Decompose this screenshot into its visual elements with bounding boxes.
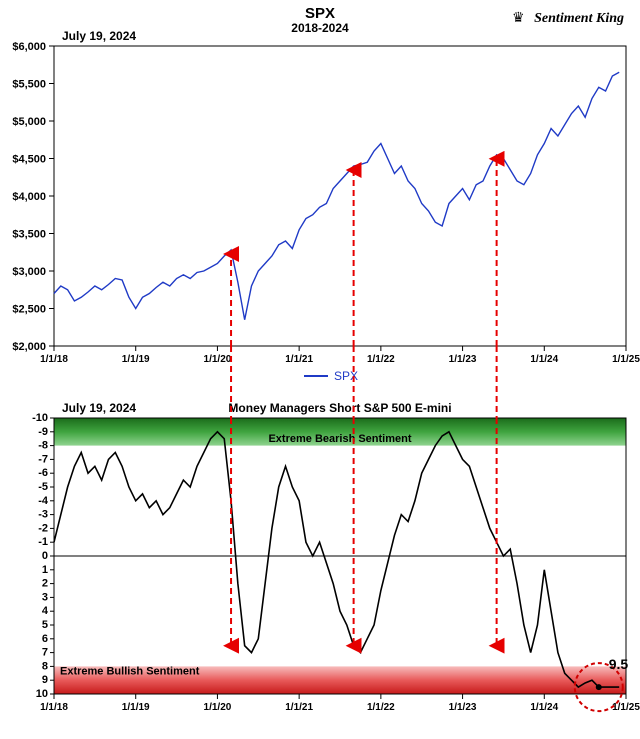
top-x-tick: 1/1/25	[612, 354, 640, 365]
top-y-tick: $2,500	[12, 304, 46, 316]
bottom-x-tick: 1/1/25	[612, 702, 640, 713]
crown-icon: ♛	[512, 9, 525, 25]
bottom-y-tick: 6	[42, 633, 48, 645]
top-y-tick: $5,500	[12, 79, 46, 91]
bottom-y-tick: -5	[38, 481, 48, 493]
bottom-y-tick: 8	[42, 660, 48, 672]
bearish-label: Extreme Bearish Sentiment	[268, 433, 411, 445]
brand-label: Sentiment King	[534, 11, 624, 26]
top-y-tick: $5,000	[12, 116, 46, 128]
bottom-x-tick: 1/1/23	[449, 702, 477, 713]
top-y-tick: $6,000	[12, 41, 46, 53]
top-y-tick: $2,000	[12, 341, 46, 353]
top-y-tick: $3,000	[12, 266, 46, 278]
callout-dot	[596, 684, 602, 690]
bottom-date-label: July 19, 2024	[62, 401, 136, 415]
top-y-tick: $3,500	[12, 229, 46, 241]
bottom-x-tick: 1/1/19	[122, 702, 150, 713]
bottom-y-tick: -4	[38, 495, 49, 507]
bottom-y-tick: -3	[38, 509, 48, 521]
top-x-tick: 1/1/20	[204, 354, 232, 365]
spx-line	[54, 72, 619, 320]
bottom-y-tick: -1	[38, 536, 48, 548]
top-date-label: July 19, 2024	[62, 29, 136, 43]
bottom-y-tick: 10	[36, 688, 48, 700]
top-x-tick: 1/1/21	[285, 354, 313, 365]
bottom-x-tick: 1/1/18	[40, 702, 68, 713]
top-x-tick: 1/1/18	[40, 354, 68, 365]
top-title: SPX	[305, 5, 335, 22]
bottom-x-tick: 1/1/21	[285, 702, 313, 713]
bottom-y-tick: -6	[38, 467, 48, 479]
chart-canvas: SPX2018-2024 July 19, 2024 Sentiment King ♛…	[0, 0, 640, 739]
bottom-y-tick: -7	[38, 453, 48, 465]
bottom-x-tick: 1/1/20	[204, 702, 232, 713]
sentiment-line	[54, 432, 619, 687]
bottom-y-tick: -8	[38, 440, 48, 452]
bottom-x-tick: 1/1/22	[367, 702, 395, 713]
bottom-y-tick: -2	[38, 522, 48, 534]
bottom-y-tick: 2	[42, 578, 48, 590]
bottom-y-tick: 1	[42, 564, 48, 576]
bottom-y-tick: -10	[32, 412, 48, 424]
bottom-y-tick: 4	[42, 605, 49, 617]
top-x-tick: 1/1/19	[122, 354, 150, 365]
bottom-y-tick: 7	[42, 647, 48, 659]
top-x-tick: 1/1/22	[367, 354, 395, 365]
bottom-y-tick: -9	[38, 426, 48, 438]
bottom-y-tick: 3	[42, 591, 48, 603]
top-subtitle: 2018-2024	[291, 21, 349, 35]
bottom-title: Money Managers Short S&P 500 E-mini	[228, 401, 451, 415]
bullish-label: Extreme Bullish Sentiment	[60, 666, 200, 678]
bottom-x-tick: 1/1/24	[530, 702, 558, 713]
top-y-tick: $4,000	[12, 191, 46, 203]
top-x-tick: 1/1/24	[530, 354, 558, 365]
top-x-tick: 1/1/23	[449, 354, 477, 365]
bottom-y-tick: 5	[42, 619, 48, 631]
top-y-tick: $4,500	[12, 154, 46, 166]
callout-value: 9.5	[609, 656, 629, 672]
bottom-y-tick: 9	[42, 674, 48, 686]
bottom-y-tick: 0	[42, 550, 48, 562]
